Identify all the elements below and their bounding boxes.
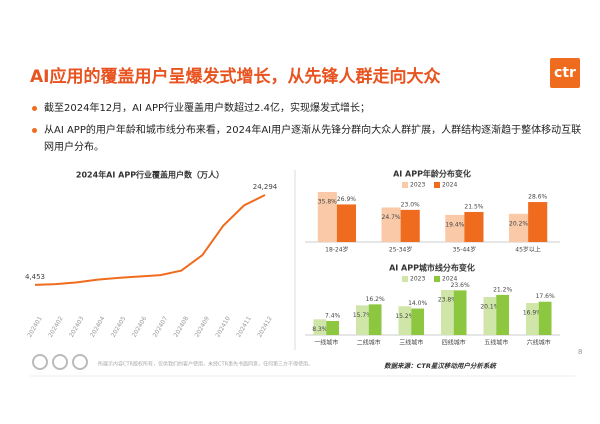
data-label: 7.4% — [325, 313, 341, 320]
x-tick-label: 202404 — [89, 315, 107, 338]
x-tick-label: 202409 — [194, 315, 212, 338]
page-number: 8 — [578, 348, 582, 356]
data-label: 16.2% — [366, 296, 385, 303]
legend-label: 2023 — [410, 182, 425, 189]
bar — [400, 209, 420, 242]
x-tick-label: 202403 — [68, 315, 86, 338]
x-tick-label: 202405 — [110, 315, 128, 338]
bar — [398, 306, 412, 335]
legend-label: 2023 — [410, 276, 425, 283]
data-label: 23.6% — [451, 282, 470, 289]
x-tick-label: 二线城市 — [357, 339, 381, 347]
x-tick-label: 202401 — [26, 315, 44, 338]
x-tick-label: 45岁以上 — [515, 246, 541, 254]
data-label: 26.9% — [337, 196, 356, 203]
bar — [326, 321, 339, 335]
data-label: 8.3% — [312, 326, 328, 333]
chart-title: 2024年AI APP行业覆盖用户数（万人） — [76, 170, 224, 180]
x-tick-label: 202402 — [47, 315, 65, 338]
bar — [496, 294, 509, 335]
data-label: 21.5% — [464, 203, 483, 210]
bar — [445, 214, 465, 242]
slide-title: AI应用的覆盖用户呈爆发式增长，从先锋人群走向大众 — [30, 67, 441, 87]
bar — [528, 202, 548, 242]
footer-notice: 所展示内容CTR版权所有，仅供我们的客户使用，未经CTR事先书面同意，任何第三方… — [98, 361, 313, 368]
x-tick-label: 三线城市 — [399, 339, 423, 347]
data-label: 23.8% — [438, 297, 457, 304]
data-label: 24,294 — [253, 183, 278, 191]
data-label: 15.7% — [353, 312, 372, 319]
x-tick-label: 35-44岁 — [453, 246, 476, 254]
bar — [453, 290, 467, 335]
data-label: 14.0% — [408, 300, 427, 307]
legend-label: 2024 — [442, 182, 457, 189]
bar — [464, 211, 484, 242]
data-label: 21.2% — [493, 286, 512, 293]
bar — [483, 296, 497, 335]
legend-swatch — [434, 182, 440, 188]
legend-label: 2024 — [442, 276, 457, 283]
logo: ctr — [550, 58, 580, 88]
data-label: 23.0% — [401, 201, 420, 208]
x-tick-label: 一线城市 — [314, 339, 338, 347]
legend-swatch — [402, 182, 408, 188]
bar — [356, 305, 369, 335]
data-label: 20.2% — [509, 220, 528, 227]
data-label: 28.6% — [528, 194, 547, 201]
bar — [538, 301, 552, 335]
data-label: 15.2% — [395, 313, 414, 320]
chart-title: AI APP城市线分布变化 — [389, 263, 475, 273]
x-tick-label: 202408 — [173, 315, 191, 338]
x-tick-label: 五线城市 — [484, 339, 508, 347]
chart-title: AI APP年龄分布变化 — [393, 169, 471, 179]
x-tick-label: 六线城市 — [527, 339, 551, 347]
bar — [381, 207, 401, 242]
bar — [526, 303, 539, 335]
x-tick-label: 四线城市 — [442, 339, 466, 347]
bar — [509, 213, 529, 242]
x-tick-label: 202407 — [152, 315, 170, 338]
bar — [336, 204, 356, 242]
bar — [411, 308, 424, 335]
line — [34, 194, 266, 286]
data-label: 19.4% — [445, 221, 464, 228]
data-label: 35.8% — [318, 199, 337, 206]
x-tick-label: 202410 — [214, 315, 232, 338]
data-label: 16.9% — [523, 310, 542, 317]
data-label: 4,453 — [25, 273, 45, 281]
footer-icons — [32, 354, 88, 370]
bullet: 从AI APP的用户年龄和城市线分布来看，2024年AI用户逐渐从先锋分群向大众… — [32, 122, 584, 156]
data-label: 17.6% — [536, 293, 555, 300]
bar — [368, 304, 382, 335]
bullet: 截至2024年12月，AI APP行业覆盖用户数超过2.4亿，实现爆发式增长； — [32, 100, 584, 117]
legend-swatch — [402, 276, 408, 282]
data-label: 20.1% — [480, 303, 499, 310]
bar — [317, 192, 337, 242]
source: 数据来源：CTR星汉移动用户分析系统 — [384, 362, 497, 370]
x-tick-label: 202411 — [235, 315, 253, 338]
x-tick-label: 18-24岁 — [325, 246, 348, 254]
x-tick-label: 202406 — [131, 315, 149, 338]
bar — [313, 319, 327, 335]
x-tick-label: 202412 — [256, 315, 274, 338]
data-label: 24.7% — [382, 214, 401, 221]
bar — [441, 290, 454, 335]
x-tick-label: 25-34岁 — [389, 246, 412, 254]
legend-swatch — [434, 276, 440, 282]
